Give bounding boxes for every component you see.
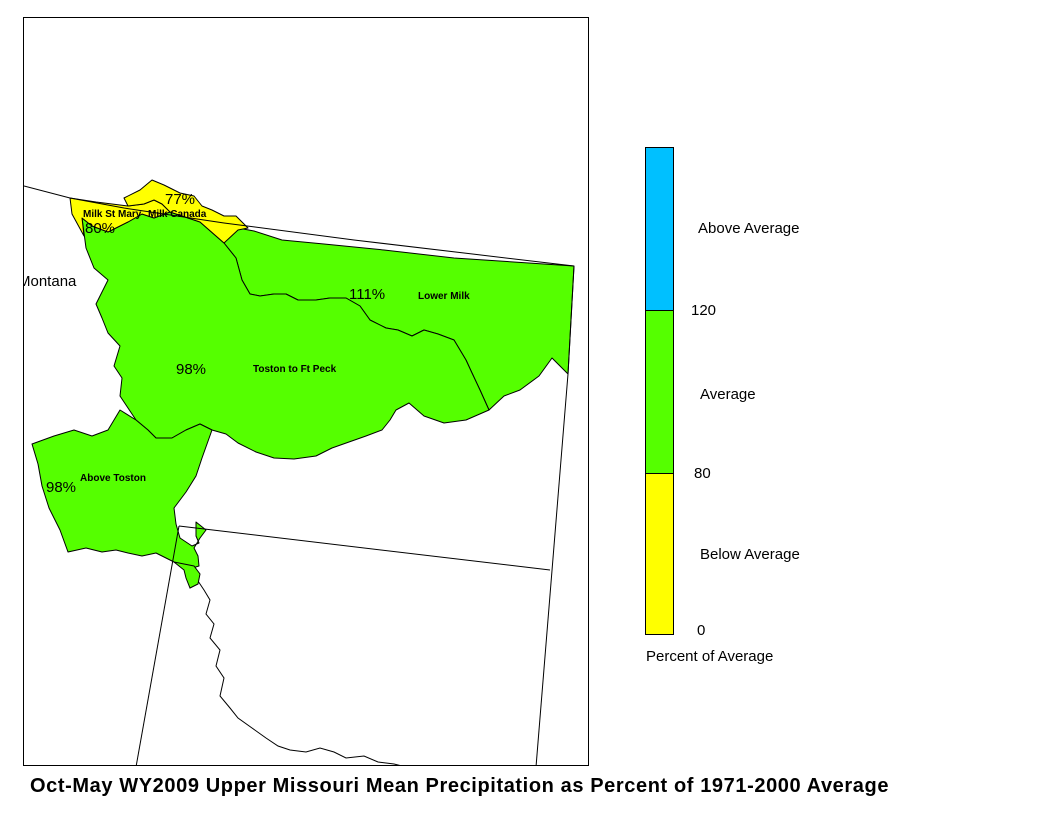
state-label: Montana [24, 273, 77, 290]
legend-swatch-above-average [646, 148, 673, 311]
legend-swatch-average [646, 311, 673, 474]
basin-name-above-toston: Above Toston [80, 473, 146, 484]
legend-class-average: Average [700, 386, 756, 403]
basin-pct-above-toston: 98% [46, 479, 76, 496]
river-line [195, 577, 401, 765]
state-line-south-east [535, 373, 569, 765]
above-toston-tail [173, 561, 201, 589]
legend-break-120: 120 [691, 302, 717, 319]
legend-class-below-average: Below Average [700, 546, 800, 563]
legend-swatch-below-average [646, 474, 673, 634]
basin-pct-toston-to-ft-peck: 98% [176, 361, 206, 378]
basin-pct-milk-st-mary: 80% [85, 220, 115, 237]
basin-name-lower-milk: Lower Milk [418, 291, 470, 302]
state-line-south [178, 525, 551, 571]
basin-name-toston-to-ft-peck: Toston to Ft Peck [253, 364, 337, 375]
basin-name-milk-canada: Milk Canada [148, 209, 207, 220]
state-line-west [135, 525, 180, 765]
legend-break-80: 80 [694, 465, 711, 482]
basin-above-toston [31, 409, 213, 571]
legend-class-above-average: Above Average [698, 220, 800, 237]
basin-pct-milk-canada: 77% [165, 191, 195, 208]
basin-toston-to-ft-peck [81, 211, 490, 460]
basin-name-milk-st-mary: Milk St Mary [83, 209, 142, 220]
legend-title: Percent of Average [646, 648, 774, 665]
state-line-east [567, 265, 575, 375]
legend-color-bar [645, 147, 674, 635]
basin-pct-lower-milk: 111% [349, 286, 385, 303]
basin-map: Montana 80% Milk St Mary 77% Milk Canada… [24, 179, 575, 765]
basin-milk-canada [123, 179, 249, 244]
legend-break-0: 0 [697, 622, 706, 639]
canada-border-line [24, 185, 575, 267]
map-frame: Montana 80% Milk St Mary 77% Milk Canada… [23, 17, 589, 766]
map-title: Oct-May WY2009 Upper Missouri Mean Preci… [30, 775, 890, 797]
